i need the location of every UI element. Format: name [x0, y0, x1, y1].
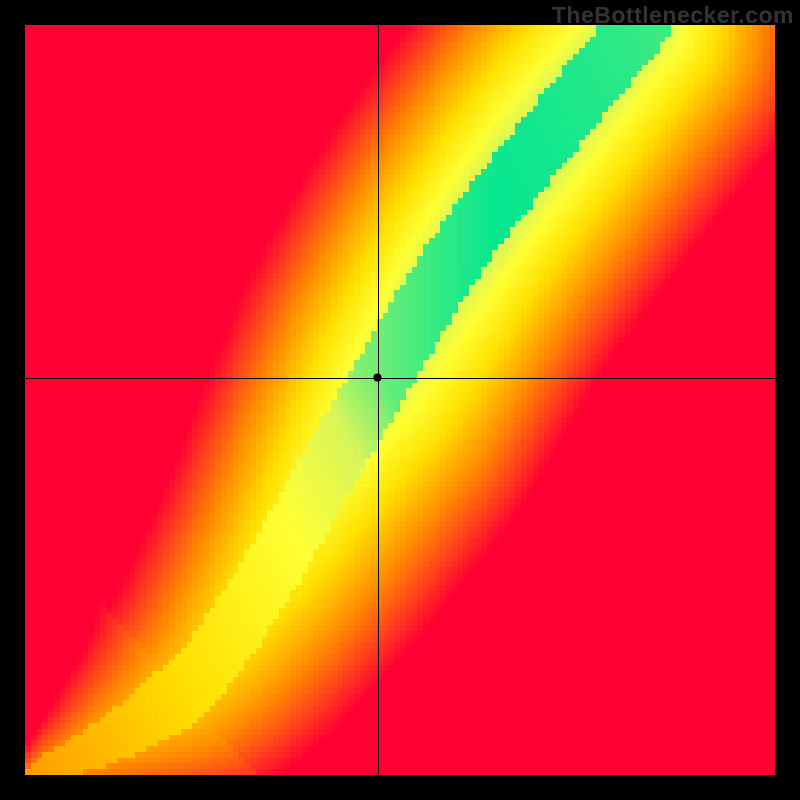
- plot-area: [25, 25, 775, 775]
- figure-container: TheBottlenecker.com: [0, 0, 800, 800]
- heatmap-canvas: [25, 25, 775, 775]
- watermark-text: TheBottlenecker.com: [552, 2, 794, 29]
